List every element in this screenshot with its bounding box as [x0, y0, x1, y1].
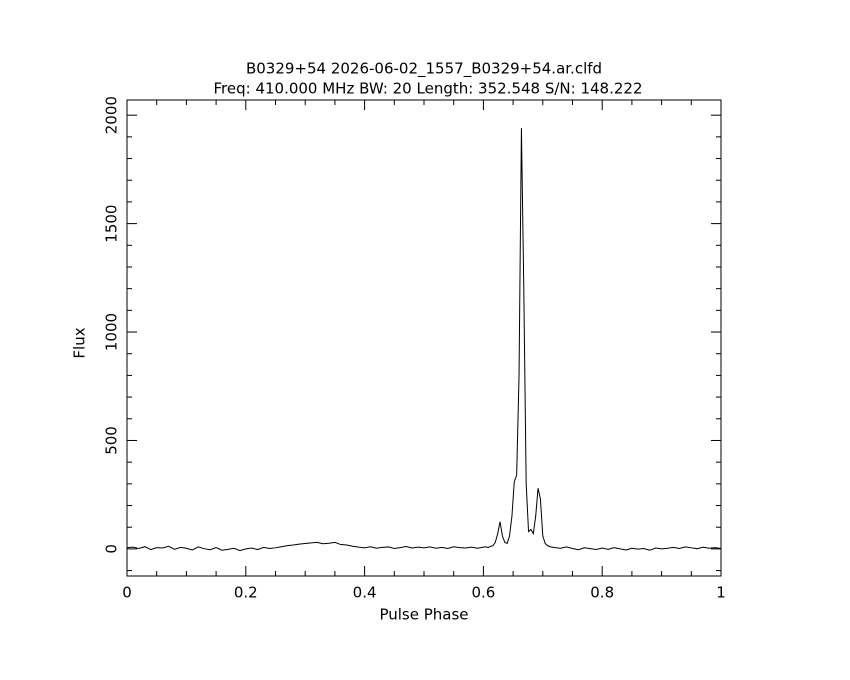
y-tick-label: 1500 [103, 205, 121, 243]
profile-line [126, 128, 722, 552]
x-tick-label: 0.2 [234, 584, 258, 602]
x-tick-label: 1 [716, 584, 726, 602]
x-axis-label: Pulse Phase [379, 606, 468, 624]
y-tick-label: 500 [103, 426, 121, 455]
x-tick-label: 0 [122, 584, 132, 602]
chart-title: B0329+54 2026-06-02_1557_B0329+54.ar.clf… [246, 60, 602, 79]
x-tick-label: 0.8 [590, 584, 614, 602]
chart-subtitle: Freq: 410.000 MHz BW: 20 Length: 352.548… [214, 80, 643, 98]
y-tick-label: 1000 [103, 313, 121, 351]
x-tick-label: 0.4 [353, 584, 377, 602]
x-tick-label: 0.6 [471, 584, 495, 602]
y-axis-label: Flux [71, 327, 89, 358]
y-tick-label: 0 [103, 544, 121, 554]
y-tick-label: 2000 [103, 96, 121, 134]
